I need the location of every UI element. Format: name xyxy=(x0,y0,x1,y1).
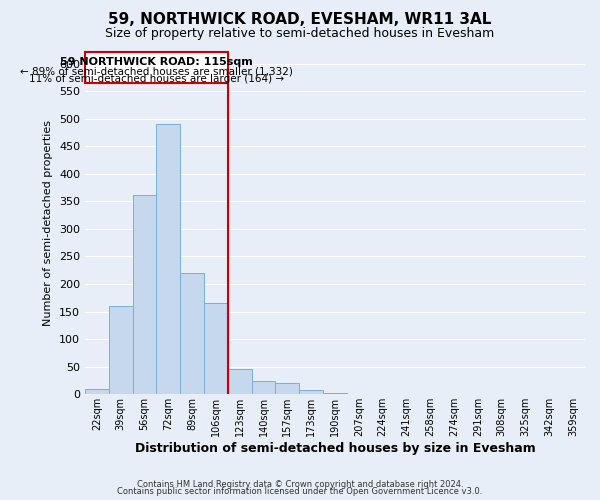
Bar xyxy=(109,306,133,394)
Bar xyxy=(204,304,228,394)
Bar xyxy=(228,369,251,394)
Text: Size of property relative to semi-detached houses in Evesham: Size of property relative to semi-detach… xyxy=(106,28,494,40)
FancyBboxPatch shape xyxy=(85,52,228,83)
Bar xyxy=(323,393,347,394)
Bar xyxy=(180,273,204,394)
Bar xyxy=(251,380,275,394)
Bar xyxy=(275,384,299,394)
Y-axis label: Number of semi-detached properties: Number of semi-detached properties xyxy=(43,120,53,326)
X-axis label: Distribution of semi-detached houses by size in Evesham: Distribution of semi-detached houses by … xyxy=(134,442,535,455)
Bar xyxy=(85,389,109,394)
Bar xyxy=(133,194,157,394)
Bar xyxy=(299,390,323,394)
Text: ← 89% of semi-detached houses are smaller (1,332): ← 89% of semi-detached houses are smalle… xyxy=(20,66,293,76)
Text: Contains HM Land Registry data © Crown copyright and database right 2024.: Contains HM Land Registry data © Crown c… xyxy=(137,480,463,489)
Text: 59, NORTHWICK ROAD, EVESHAM, WR11 3AL: 59, NORTHWICK ROAD, EVESHAM, WR11 3AL xyxy=(109,12,491,28)
Text: 11% of semi-detached houses are larger (164) →: 11% of semi-detached houses are larger (… xyxy=(29,74,284,85)
Text: Contains public sector information licensed under the Open Government Licence v3: Contains public sector information licen… xyxy=(118,487,482,496)
Bar xyxy=(157,124,180,394)
Text: 59 NORTHWICK ROAD: 115sqm: 59 NORTHWICK ROAD: 115sqm xyxy=(60,57,253,67)
